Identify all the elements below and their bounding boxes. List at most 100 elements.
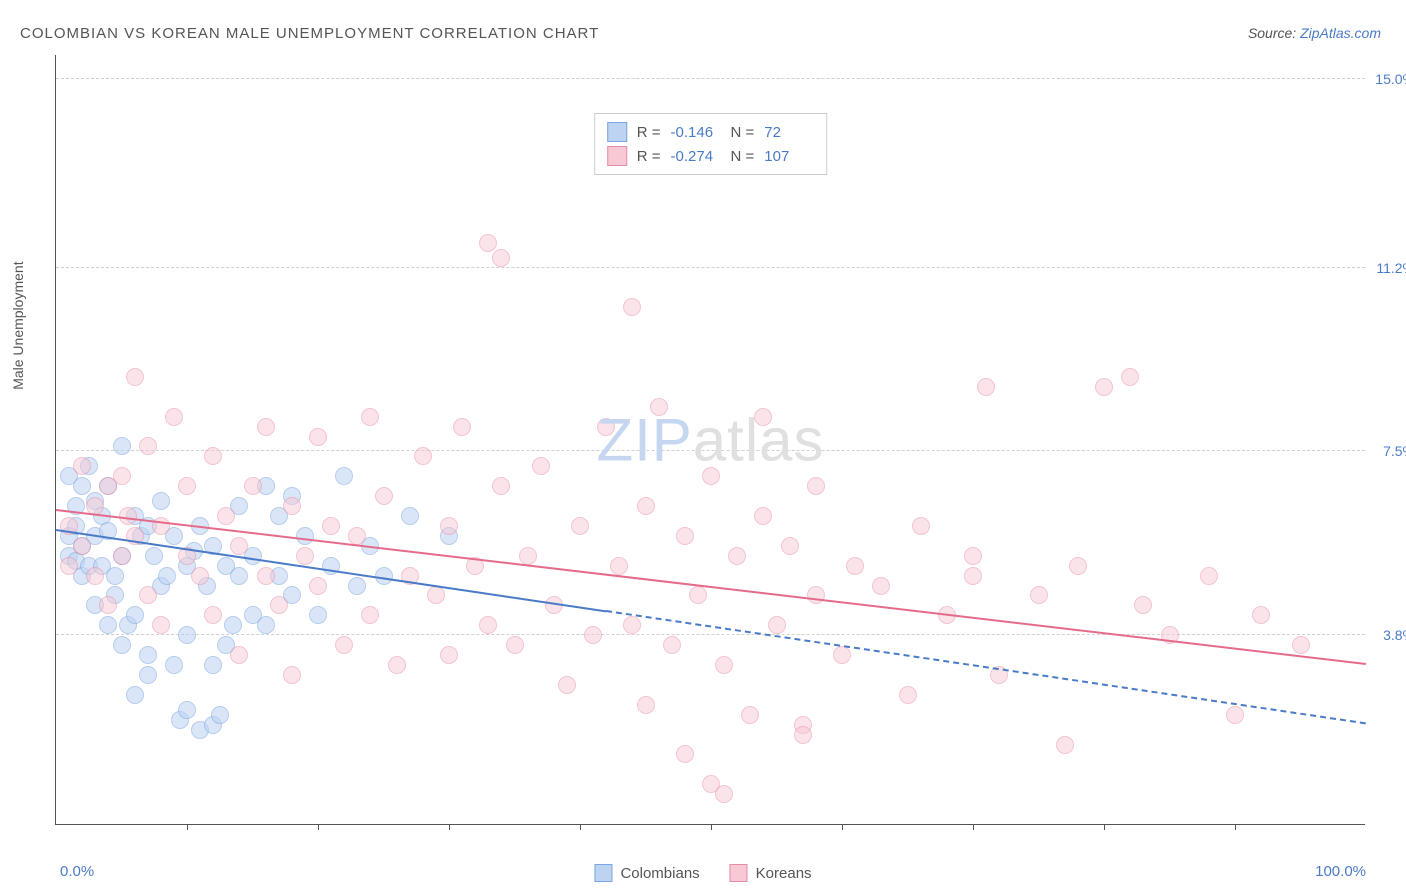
stats-row: R =-0.274N =107: [607, 144, 815, 168]
scatter-point: [204, 656, 222, 674]
scatter-point: [73, 457, 91, 475]
scatter-point: [139, 646, 157, 664]
scatter-point: [139, 437, 157, 455]
legend-bottom: ColombiansKoreans: [594, 864, 811, 882]
x-tick: [842, 824, 843, 830]
stats-N-value: 72: [764, 124, 814, 141]
scatter-point: [113, 437, 131, 455]
scatter-point: [506, 636, 524, 654]
scatter-point: [676, 745, 694, 763]
scatter-point: [86, 567, 104, 585]
scatter-point: [309, 577, 327, 595]
scatter-point: [492, 477, 510, 495]
scatter-point: [335, 467, 353, 485]
x-tick: [580, 824, 581, 830]
x-tick: [1235, 824, 1236, 830]
scatter-point: [964, 567, 982, 585]
scatter-point: [715, 656, 733, 674]
legend-label: Koreans: [756, 865, 812, 882]
scatter-point: [178, 626, 196, 644]
scatter-point: [388, 656, 406, 674]
scatter-point: [440, 646, 458, 664]
scatter-point: [519, 547, 537, 565]
x-tick: [711, 824, 712, 830]
x-tick: [187, 824, 188, 830]
scatter-point: [348, 577, 366, 595]
scatter-point: [113, 636, 131, 654]
scatter-point: [257, 418, 275, 436]
scatter-point: [244, 477, 262, 495]
scatter-point: [401, 507, 419, 525]
stats-swatch: [607, 122, 627, 142]
scatter-point: [637, 497, 655, 515]
scatter-point: [204, 606, 222, 624]
scatter-point: [1030, 586, 1048, 604]
source-link[interactable]: ZipAtlas.com: [1300, 25, 1381, 41]
scatter-point: [361, 606, 379, 624]
scatter-point: [964, 547, 982, 565]
scatter-point: [73, 477, 91, 495]
stats-row: R =-0.146N =72: [607, 120, 815, 144]
scatter-point: [1121, 368, 1139, 386]
scatter-point: [637, 696, 655, 714]
scatter-point: [846, 557, 864, 575]
legend-swatch: [730, 864, 748, 882]
scatter-point: [414, 447, 432, 465]
scatter-point: [126, 686, 144, 704]
scatter-point: [375, 487, 393, 505]
scatter-point: [702, 467, 720, 485]
scatter-point: [152, 492, 170, 510]
scatter-point: [361, 408, 379, 426]
scatter-point: [296, 547, 314, 565]
scatter-point: [1292, 636, 1310, 654]
watermark: ZIPatlas: [596, 405, 824, 474]
scatter-point: [73, 537, 91, 555]
scatter-point: [106, 567, 124, 585]
scatter-point: [794, 726, 812, 744]
scatter-point: [807, 477, 825, 495]
scatter-point: [781, 537, 799, 555]
stats-N-value: 107: [764, 148, 814, 165]
scatter-point: [1095, 378, 1113, 396]
scatter-point: [99, 616, 117, 634]
scatter-point: [309, 428, 327, 446]
legend-swatch: [594, 864, 612, 882]
scatter-point: [145, 547, 163, 565]
scatter-point: [610, 557, 628, 575]
scatter-point: [1056, 736, 1074, 754]
scatter-point: [440, 517, 458, 535]
scatter-point: [1069, 557, 1087, 575]
scatter-point: [728, 547, 746, 565]
scatter-point: [60, 557, 78, 575]
gridline: [56, 267, 1365, 268]
scatter-point: [348, 527, 366, 545]
scatter-point: [178, 701, 196, 719]
x-tick: [318, 824, 319, 830]
trendline: [56, 509, 1366, 665]
scatter-point: [558, 676, 576, 694]
gridline: [56, 450, 1365, 451]
scatter-point: [224, 616, 242, 634]
stats-N-label: N =: [731, 148, 755, 165]
scatter-point: [676, 527, 694, 545]
scatter-point: [1226, 706, 1244, 724]
scatter-point: [1134, 596, 1152, 614]
scatter-point: [309, 606, 327, 624]
scatter-point: [597, 418, 615, 436]
scatter-point: [741, 706, 759, 724]
scatter-point: [623, 616, 641, 634]
scatter-point: [335, 636, 353, 654]
scatter-point: [663, 636, 681, 654]
scatter-point: [492, 249, 510, 267]
scatter-point: [113, 467, 131, 485]
x-tick: [973, 824, 974, 830]
scatter-point: [283, 497, 301, 515]
scatter-point: [113, 547, 131, 565]
scatter-point: [427, 586, 445, 604]
scatter-point: [165, 408, 183, 426]
scatter-point: [158, 567, 176, 585]
plot-area: ZIPatlas R =-0.146N =72R =-0.274N =107 3…: [55, 55, 1365, 825]
y-tick-label: 15.0%: [1375, 71, 1406, 87]
scatter-point: [1200, 567, 1218, 585]
scatter-point: [532, 457, 550, 475]
